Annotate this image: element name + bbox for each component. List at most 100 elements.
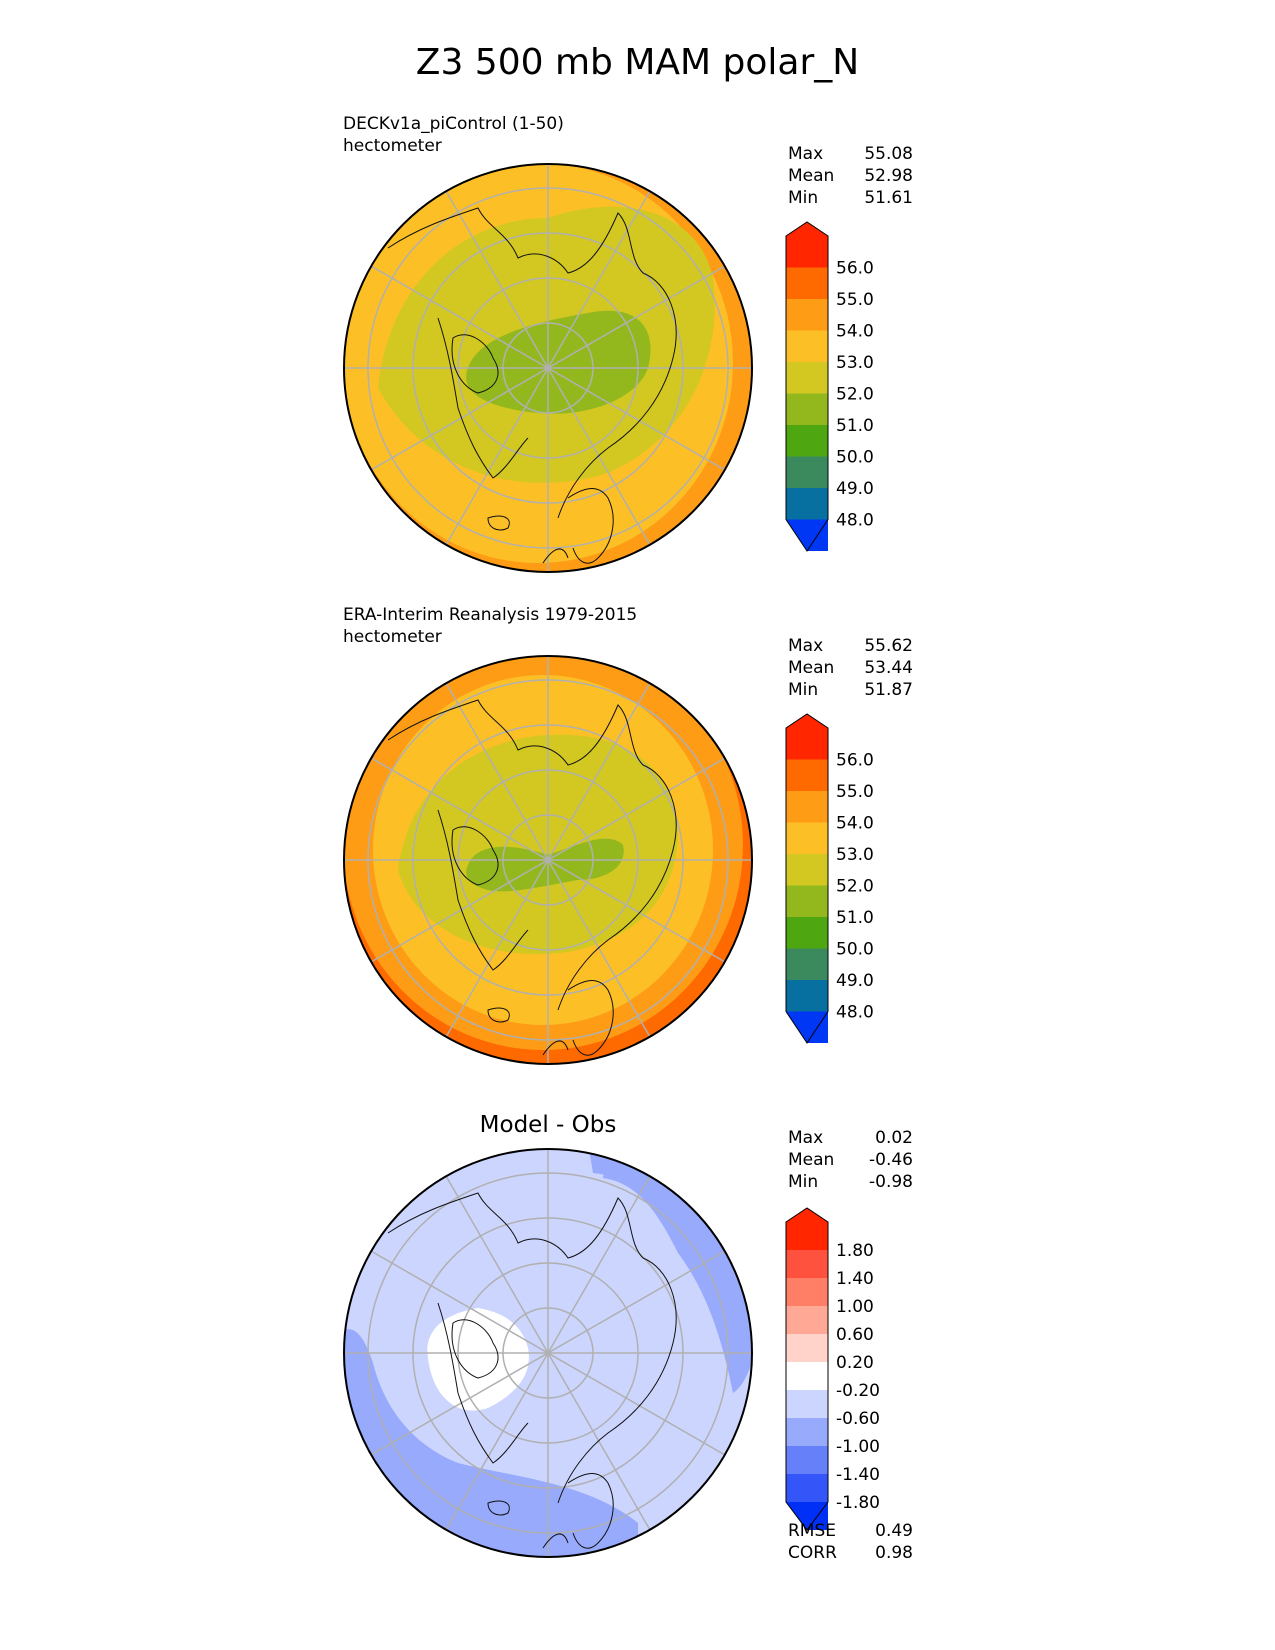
figure-title: Z3 500 mb MAM polar_N (415, 42, 860, 83)
colorbar-bin (786, 1250, 828, 1279)
stat-mean-label: Mean (788, 1150, 835, 1170)
colorbar-tick-label: 1.00 (836, 1297, 874, 1317)
colorbar-bin (786, 885, 828, 918)
stat-mean-label: Mean (788, 658, 835, 678)
colorbar-tick-label: 55.0 (836, 290, 874, 310)
colorbar-tick-label: -0.60 (836, 1409, 880, 1429)
stat-mean-label: Mean (788, 166, 835, 186)
colorbar-bin (786, 393, 828, 426)
stat-corr-label: CORR (788, 1543, 837, 1563)
colorbar-bin (786, 1390, 828, 1419)
stat-max-value: 0.02 (875, 1128, 913, 1148)
stat-max-label: Max (788, 1128, 824, 1148)
colorbar-bin (786, 948, 828, 981)
colorbar-tick-label: 52.0 (836, 385, 874, 405)
polar-map-difference (343, 1148, 753, 1558)
field-white-patch (427, 1308, 529, 1411)
colorbar-bin (786, 425, 828, 457)
panel2-dataset-name: ERA-Interim Reanalysis 1979-2015 (343, 605, 638, 625)
coastlines (387, 207, 677, 564)
polar-map-obs (343, 655, 753, 1065)
colorbar-bin (786, 1334, 828, 1363)
colorbar-extend-top (786, 714, 828, 760)
colorbar-tick-label: 56.0 (836, 259, 874, 279)
stat-max-value: 55.08 (864, 144, 913, 164)
colorbar-extend-bottom (786, 1502, 828, 1530)
colorbar-tick-label: 49.0 (836, 971, 874, 991)
colorbar-bin (786, 980, 828, 1012)
stat-min-label: Min (788, 1172, 819, 1192)
colorbar-difference: 1.80 1.40 1.00 0.60 0.20 -0.20 -0.60 -1.00 -1.40… (785, 1207, 880, 1531)
colorbar-bin (786, 1418, 828, 1447)
colorbar-tick-label: 54.0 (836, 814, 874, 834)
colorbar-tick-label: 50.0 (836, 940, 874, 960)
colorbar-outline (785, 1207, 829, 1531)
colorbar-tick-label: 48.0 (836, 1003, 874, 1023)
panel2-stats: Max 55.62 Mean 53.44 Min 51.87 (788, 635, 913, 701)
panel3-extra-stats: RMSE 0.49 CORR 0.98 (788, 1520, 913, 1564)
colorbar-tick-label: 56.0 (836, 751, 874, 771)
stat-max-value: 55.62 (864, 636, 913, 656)
colorbar-bin (786, 267, 828, 300)
colorbar-extend-top (786, 1208, 828, 1250)
stat-min-value: -0.98 (869, 1172, 913, 1192)
stat-mean-value: 52.98 (864, 166, 913, 186)
colorbar-bin (786, 791, 828, 823)
colorbar-tick-label: 49.0 (836, 479, 874, 499)
colorbar-bin (786, 488, 828, 520)
stat-max-label: Max (788, 636, 824, 656)
colorbar-outline (785, 713, 829, 1044)
colorbar-tick-label: -1.00 (836, 1437, 880, 1457)
colorbar-tick-label: 48.0 (836, 511, 874, 531)
colorbar-tick-label: 54.0 (836, 322, 874, 342)
colorbar-tick-label: 1.40 (836, 1269, 874, 1289)
polar-map-model (343, 163, 753, 573)
colorbar-outline (785, 221, 829, 552)
stat-rmse-value: 0.49 (875, 1521, 913, 1541)
colorbar-bin (786, 917, 828, 949)
colorbar-obs: 56.0 55.0 54.0 53.0 52.0 51.0 50.0 49.0 48.0 (785, 713, 874, 1044)
colorbar-tick-label: 0.20 (836, 1353, 874, 1373)
colorbar-extend-bottom (786, 1011, 828, 1043)
stat-corr-value: 0.98 (875, 1543, 913, 1563)
colorbar-tick-label: 55.0 (836, 782, 874, 802)
stat-mean-value: -0.46 (869, 1150, 913, 1170)
colorbar-bin (786, 1306, 828, 1335)
colorbar-bin (786, 456, 828, 489)
colorbar-bin (786, 1446, 828, 1475)
colorbar-model: 56.0 55.0 54.0 53.0 52.0 51.0 50.0 49.0 48.0 (785, 221, 874, 552)
colorbar-extend-top (786, 222, 828, 268)
stat-rmse-label: RMSE (788, 1521, 837, 1541)
colorbar-bin (786, 1474, 828, 1503)
panel1-caption: DECKv1a_piControl (1-50) hectometer (343, 113, 564, 157)
colorbar-bin (786, 330, 828, 363)
field-neg-west (344, 1329, 638, 1557)
coastlines (387, 1192, 677, 1549)
stat-min-label: Min (788, 188, 819, 208)
graticule (344, 1149, 752, 1557)
colorbar-bin (786, 362, 828, 394)
colorbar-tick-label: -1.80 (836, 1493, 880, 1513)
colorbar-tick-label: -0.20 (836, 1381, 880, 1401)
panel1-dataset-name: DECKv1a_piControl (1-50) (343, 114, 564, 134)
panel1-units: hectometer (343, 136, 442, 156)
colorbar-tick-label: 50.0 (836, 448, 874, 468)
colorbar-bin (786, 1278, 828, 1307)
colorbar-tick-label: -1.40 (836, 1465, 880, 1485)
colorbar-tick-label: 0.60 (836, 1325, 874, 1345)
graticule (344, 164, 752, 572)
colorbar-tick-label: 51.0 (836, 416, 874, 436)
stat-min-value: 51.61 (864, 188, 913, 208)
panel2-units: hectometer (343, 627, 442, 647)
stat-max-label: Max (788, 144, 824, 164)
field-ring-52 (398, 734, 678, 955)
colorbar-tick-label: 53.0 (836, 353, 874, 373)
colorbar-bin (786, 854, 828, 886)
colorbar-bin (786, 822, 828, 855)
panel3-stats: Max 0.02 Mean -0.46 Min -0.98 (788, 1127, 913, 1193)
colorbar-bin (786, 1362, 828, 1391)
colorbar-tick-label: 53.0 (836, 845, 874, 865)
colorbar-bin (786, 759, 828, 792)
colorbar-tick-label: 52.0 (836, 877, 874, 897)
panel2-caption: ERA-Interim Reanalysis 1979-2015 hectome… (343, 604, 637, 648)
